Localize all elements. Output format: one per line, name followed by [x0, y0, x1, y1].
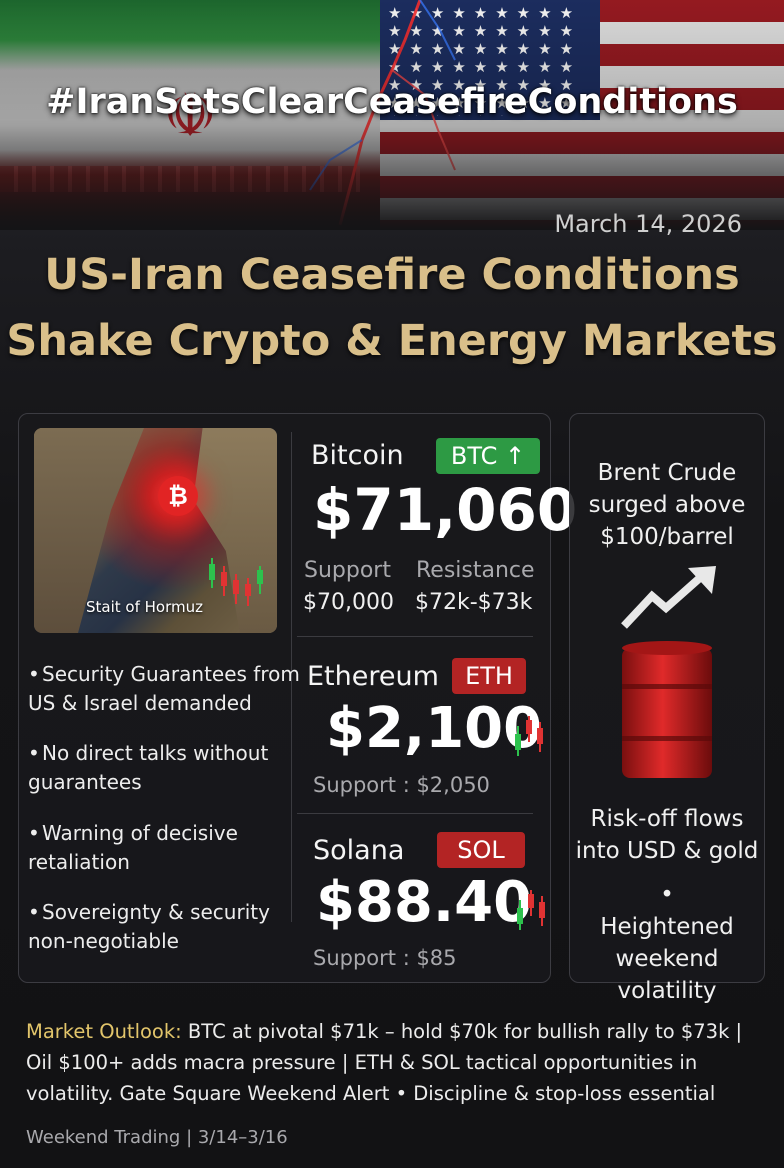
bullet-text: No direct talks without guarantees: [28, 741, 269, 794]
outlook-label: Market Outlook:: [26, 1020, 182, 1043]
market-outlook: Market Outlook: BTC at pivotal $71k – ho…: [26, 1016, 766, 1109]
bullet-dot: •: [28, 662, 40, 686]
flags-banner: ☫ ★★★★★★★★★★★★★★★★★★★★★★★★★★★★★★★★★★★★★★…: [0, 0, 784, 230]
btc-resistance-value: $72k-$73k: [415, 590, 533, 615]
eth-ticker-badge: ETH: [452, 658, 526, 694]
map-label: Stait of Hormuz: [86, 598, 203, 616]
divider-btc-eth: [297, 636, 533, 637]
btc-resistance-label: Resistance: [416, 558, 535, 583]
sol-name: Solana: [313, 835, 405, 866]
bullet-dot: •: [28, 900, 40, 924]
panel-divider-vertical: [291, 432, 292, 922]
eth-price: $2,100: [326, 696, 543, 761]
arrow-up-icon: ↑: [505, 442, 526, 470]
btc-price: $71,060: [313, 476, 578, 544]
hormuz-map: ₿ Stait of Hormuz: [34, 428, 277, 633]
candlestick-icon: [209, 558, 263, 606]
volatility-text: • Heightened weekend volatility: [600, 882, 734, 1004]
bitcoin-icon: ₿: [158, 476, 198, 516]
sol-support: Support : $85: [313, 946, 457, 970]
condition-bullet: • Security Guarantees from US & Israel de…: [28, 660, 313, 718]
hashtag-title: #IranSetsClearCeasefireConditions: [46, 82, 738, 122]
divider-eth-sol: [297, 813, 533, 814]
condition-bullet: • No direct talks without guarantees: [28, 739, 313, 797]
headline-line-2: Shake Crypto & Energy Markets: [6, 316, 778, 366]
trend-up-arrow-icon: [621, 566, 716, 629]
btc-ticker: BTC: [450, 442, 498, 470]
banner-shade: [0, 0, 784, 230]
eth-name: Ethereum: [307, 661, 439, 692]
eth-support: Support : $2,050: [313, 773, 490, 797]
condition-bullet: • Sovereignty & security non-negotiable: [28, 898, 313, 956]
sol-ticker: SOL: [457, 836, 505, 864]
btc-support-label: Support: [304, 558, 391, 583]
btc-ticker-badge: BTC ↑: [436, 438, 540, 474]
sol-price: $88.40: [316, 870, 533, 935]
headline-line-1: US-Iran Ceasefire Conditions: [44, 250, 740, 300]
date-label: March 14, 2026: [554, 210, 742, 238]
btc-support-value: $70,000: [303, 590, 394, 615]
bullet-dot: •: [28, 741, 40, 765]
sol-candlestick-icon: [517, 890, 545, 930]
oil-price-text: Brent Crude surged above $100/barrel: [588, 460, 746, 550]
oil-barrel-icon: [622, 641, 712, 778]
footer-text: Weekend Trading | 3/14–3/16: [26, 1127, 288, 1148]
risk-off-text: Risk-off flows into USD & gold: [575, 806, 759, 864]
bullet-text: Security Guarantees from US & Israel dem…: [28, 662, 300, 715]
bullet-text: Warning of decisive retaliation: [28, 821, 238, 874]
outlook-text: BTC at pivotal $71k – hold $70k for bull…: [26, 1020, 743, 1105]
sol-ticker-badge: SOL: [437, 832, 525, 868]
btc-name: Bitcoin: [311, 440, 404, 471]
bullet-dot: •: [28, 821, 40, 845]
eth-candlestick-icon: [515, 716, 543, 756]
eth-ticker: ETH: [465, 662, 513, 690]
bullet-text: Sovereignty & security non-negotiable: [28, 900, 270, 953]
condition-bullet: • Warning of decisive retaliation: [28, 819, 313, 877]
